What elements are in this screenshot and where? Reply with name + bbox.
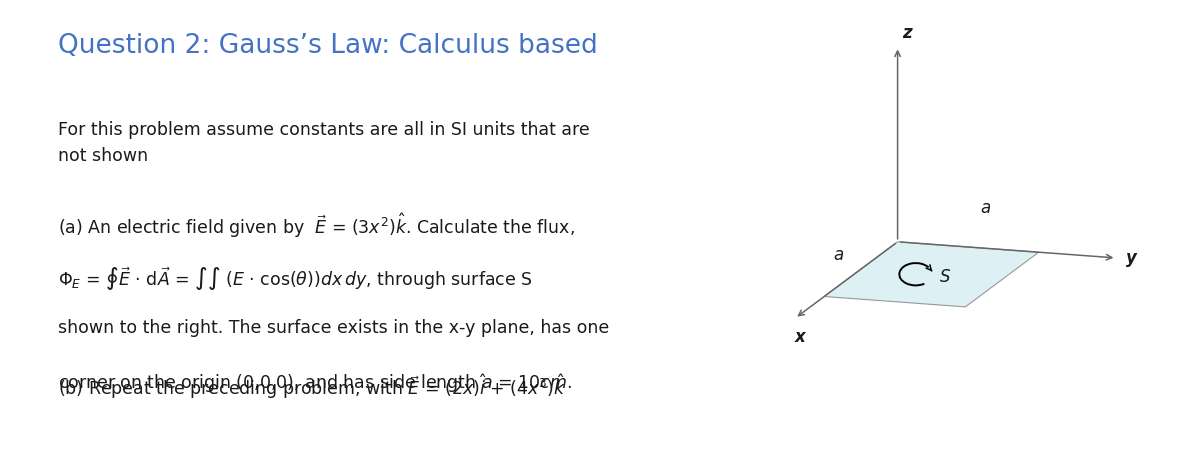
Text: $\Phi_E$ = $\oint$$\vec{E}$ · d$\vec{A}$ = $\int\int$ ($E$ · cos($\theta$))$dx\,: $\Phi_E$ = $\oint$$\vec{E}$ · d$\vec{A}$…	[58, 265, 532, 292]
Text: shown to the right. The surface exists in the x-y plane, has one: shown to the right. The surface exists i…	[58, 319, 608, 337]
Text: y: y	[1127, 249, 1138, 267]
Text: a: a	[980, 199, 991, 217]
Text: (b) Repeat the preceding problem, with $\vec{E}$ = (2$x$)$\hat{i}$ + (4$x^3$)$\h: (b) Repeat the preceding problem, with $…	[58, 372, 566, 401]
Text: For this problem assume constants are all in SI units that are
not shown: For this problem assume constants are al…	[58, 121, 589, 165]
Text: (a) An electric field given by  $\vec{E}$ = (3$x^2$)$\hat{k}$. Calculate the flu: (a) An electric field given by $\vec{E}$…	[58, 212, 575, 240]
Text: corner on the origin (0,0,0), and has side length $a$ = 10$cm$.: corner on the origin (0,0,0), and has si…	[58, 372, 571, 394]
Text: a: a	[833, 246, 844, 265]
Text: S: S	[940, 267, 950, 286]
Text: x: x	[794, 328, 805, 345]
Text: z: z	[902, 24, 912, 42]
Text: Question 2: Gauss’s Law: Calculus based: Question 2: Gauss’s Law: Calculus based	[58, 33, 598, 59]
Polygon shape	[824, 242, 1039, 307]
